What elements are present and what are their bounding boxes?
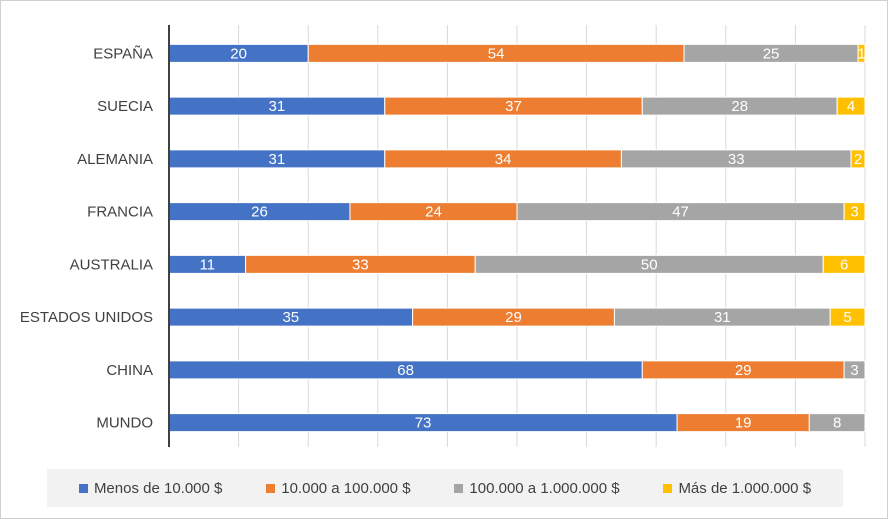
legend-label: Menos de 10.000 $ <box>93 479 223 497</box>
data-label: 31 <box>714 309 731 326</box>
data-label: 19 <box>735 415 752 432</box>
chart-legend: Menos de 10.000 $ 10.000 a 100.000 $ 100.0… <box>47 469 843 507</box>
legend-label: 100.000 a 1.000.000 $ <box>469 479 620 497</box>
category-label: AUSTRALIA <box>70 256 153 273</box>
category-label: ALEMANIA <box>77 151 153 168</box>
legend-label: 10.000 a 100.000 $ <box>281 479 411 497</box>
bar-segment <box>843 360 866 380</box>
data-label: 24 <box>425 204 442 221</box>
data-label: 54 <box>488 45 505 62</box>
data-label: 33 <box>728 151 745 168</box>
data-label: 2 <box>854 151 862 168</box>
data-label: 50 <box>641 256 658 273</box>
data-label: 33 <box>352 256 369 273</box>
bar-segment <box>829 307 866 327</box>
legend-item: 10.000 a 100.000 $ <box>266 479 411 497</box>
data-label: 4 <box>847 98 855 115</box>
legend-swatch <box>78 483 88 493</box>
data-label: 34 <box>495 151 512 168</box>
bar-segment <box>836 96 866 116</box>
data-label: 6 <box>840 256 848 273</box>
data-label: 5 <box>843 309 851 326</box>
data-label: 20 <box>230 45 247 62</box>
category-label: CHINA <box>106 362 153 379</box>
category-label: ESTADOS UNIDOS <box>20 309 153 326</box>
data-label: 35 <box>282 309 299 326</box>
category-label: SUECIA <box>97 98 153 115</box>
data-label: 8 <box>833 415 841 432</box>
data-label: 68 <box>397 362 414 379</box>
data-label: 28 <box>731 98 748 115</box>
data-label: 1 <box>857 45 865 62</box>
bar-segment <box>857 43 866 63</box>
data-label: 25 <box>763 45 780 62</box>
data-label: 47 <box>672 204 689 221</box>
legend-swatch <box>663 483 673 493</box>
bar-segment <box>808 413 866 433</box>
legend-label: Más de 1.000.000 $ <box>678 479 812 497</box>
data-label: 37 <box>505 98 522 115</box>
data-label: 31 <box>269 98 286 115</box>
bar-segment <box>822 254 866 274</box>
bar-segment <box>843 202 866 222</box>
legend-item: 100.000 a 1.000.000 $ <box>454 479 620 497</box>
legend-swatch <box>266 483 276 493</box>
data-label: 26 <box>251 204 268 221</box>
category-label: ESPAÑA <box>93 45 153 62</box>
legend-item: Menos de 10.000 $ <box>78 479 223 497</box>
bar-segment <box>850 149 866 169</box>
legend-swatch <box>454 483 464 493</box>
data-label: 73 <box>415 415 432 432</box>
data-label: 3 <box>850 204 858 221</box>
data-label: 31 <box>269 151 286 168</box>
category-label: FRANCIA <box>87 204 153 221</box>
legend-item: Más de 1.000.000 $ <box>663 480 811 497</box>
category-label: MUNDO <box>96 415 153 432</box>
data-label: 29 <box>505 309 522 326</box>
data-label: 29 <box>735 362 752 379</box>
data-label: 11 <box>199 256 215 273</box>
data-label: 3 <box>850 362 858 379</box>
